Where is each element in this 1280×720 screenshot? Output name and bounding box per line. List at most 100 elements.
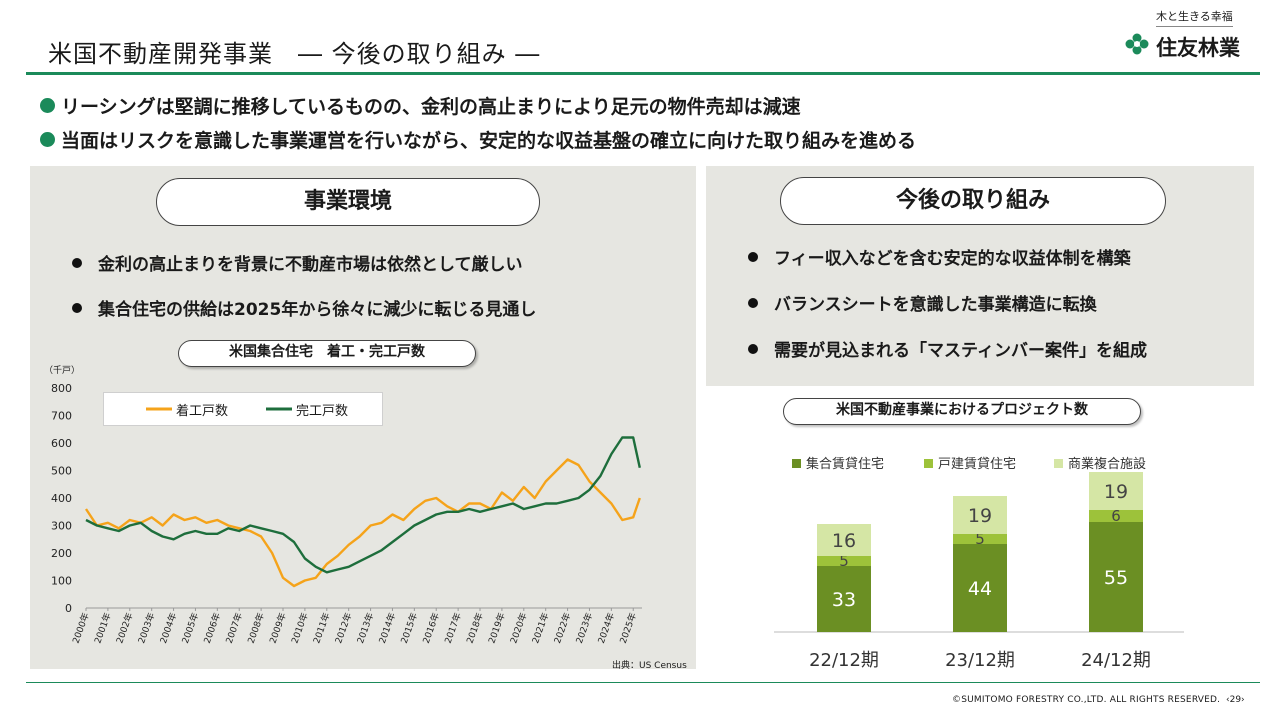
x-tick-label: 2014年 xyxy=(376,611,398,645)
page-number: ‹29› xyxy=(1226,695,1245,705)
initiative-point: フィー収入などを含む安定的な収益体制を構築 xyxy=(748,244,1131,269)
environment-point: 集合住宅の供給は2025年から徐々に減少に転じる見通し xyxy=(72,295,536,320)
x-tick-label: 2023年 xyxy=(573,611,595,645)
x-tick-label: 2002年 xyxy=(113,611,135,645)
bar-value-label: 55 xyxy=(1104,567,1128,589)
starts-series-line xyxy=(84,458,641,588)
bar-segment xyxy=(1089,472,1143,510)
y-tick-label: 0 xyxy=(65,602,72,615)
x-tick-label: 2007年 xyxy=(223,611,245,645)
initiative-point-text: フィー収入などを含む安定的な収益体制を構築 xyxy=(774,249,1131,269)
legend-label: 戸建賃貸住宅 xyxy=(938,456,1016,472)
line-chart-title: 米国集合住宅 着工・完工戸数 xyxy=(178,340,476,367)
x-tick-label: 2018年 xyxy=(464,611,486,645)
x-tick-label: 2019年 xyxy=(486,611,508,645)
bar-value-label: 44 xyxy=(968,578,992,600)
line-chart-x-ticks: 2000年 2001年 2002年 2003年 2004年 2005年 2006年 2007年… xyxy=(70,608,639,645)
x-tick-label: 2016年 xyxy=(420,611,442,645)
category-label: 22/12期 xyxy=(809,650,879,671)
bar-segment xyxy=(953,496,1007,534)
logo-leaf-icon xyxy=(1125,33,1149,55)
y-tick-label: 100 xyxy=(51,575,72,588)
environment-point: 金利の高止まりを背景に不動産市場は依然として厳しい xyxy=(72,250,523,275)
x-tick-label: 2011年 xyxy=(310,611,332,645)
x-tick-label: 2003年 xyxy=(135,611,157,645)
logo-tagline: 木と生きる幸福 xyxy=(1156,8,1233,27)
bar-value-label: 6 xyxy=(1111,507,1121,525)
logo-name: 住友林業 xyxy=(1156,36,1240,60)
bar-value-label: 19 xyxy=(968,505,992,527)
x-tick-label: 2022年 xyxy=(551,611,573,645)
y-tick-label: 300 xyxy=(51,520,72,533)
bullet-dot-icon xyxy=(748,297,758,308)
x-tick-label: 2009年 xyxy=(267,611,289,645)
bar-segment xyxy=(817,556,871,566)
environment-point-text: 金利の高止まりを背景に不動産市場は依然として厳しい xyxy=(98,255,523,275)
summary-bullet: リーシングは堅調に推移しているものの、金利の高止まりにより足元の物件売却は減速 xyxy=(40,92,801,119)
page-title: 米国不動産開発事業 ― 今後の取り組み ― xyxy=(48,40,541,68)
y-tick-label: 700 xyxy=(51,410,72,423)
line-chart-legend: 着工戸数 完工戸数 xyxy=(103,392,383,426)
bar-segment xyxy=(1089,510,1143,522)
y-tick-label: 800 xyxy=(51,382,72,395)
environment-point-text: 集合住宅の供給は2025年から徐々に減少に転じる見通し xyxy=(98,300,537,320)
summary-bullet-text: 当面はリスクを意識した事業運営を行いながら、安定的な収益基盤の確立に向けた取り組… xyxy=(61,130,917,152)
y-tick-label: 400 xyxy=(51,492,72,505)
summary-bullet: 当面はリスクを意識した事業運営を行いながら、安定的な収益基盤の確立に向けた取り組… xyxy=(40,126,916,153)
bar-segment xyxy=(817,566,871,632)
y-tick-label: 600 xyxy=(51,437,72,450)
future-initiatives-heading: 今後の取り組み xyxy=(780,177,1166,225)
x-tick-label: 2015年 xyxy=(398,611,420,645)
bar-chart-title: 米国不動産事業におけるプロジェクト数 xyxy=(783,398,1141,425)
y-tick-label: 200 xyxy=(51,547,72,560)
chart-source: 出典：US Census xyxy=(612,661,687,671)
title-divider xyxy=(26,72,1260,75)
x-tick-label: 2005年 xyxy=(179,611,201,645)
category-label: 23/12期 xyxy=(945,650,1015,671)
category-label: 24/12期 xyxy=(1081,650,1151,671)
x-tick-label: 2024年 xyxy=(595,611,617,645)
legend-starts-label: 着工戸数 xyxy=(176,403,229,419)
bullet-dot-icon xyxy=(40,98,55,113)
bar-chart-categories: 22/12期 23/12期 24/12期 xyxy=(809,650,1151,671)
line-chart-series xyxy=(84,436,641,588)
bar-value-label: 19 xyxy=(1104,481,1128,503)
bullet-dot-icon xyxy=(72,302,82,313)
x-tick-label: 2008年 xyxy=(245,611,267,645)
legend-completions-label: 完工戸数 xyxy=(296,403,349,419)
legend-swatch xyxy=(792,459,801,468)
initiative-point: バランスシートを意識した事業構造に転換 xyxy=(748,290,1097,315)
bar-value-label: 16 xyxy=(832,530,856,552)
bar-segment xyxy=(1089,522,1143,632)
business-environment-heading: 事業環境 xyxy=(156,178,540,226)
legend-starts-swatch xyxy=(146,407,172,411)
footer-divider xyxy=(26,682,1260,683)
initiative-point-text: バランスシートを意識した事業構造に転換 xyxy=(774,295,1097,315)
x-tick-label: 2025年 xyxy=(617,611,639,645)
bar-segment xyxy=(953,544,1007,632)
bullet-dot-icon xyxy=(748,251,758,262)
y-tick-label: 500 xyxy=(51,465,72,478)
bar-segment xyxy=(817,524,871,556)
x-tick-label: 2001年 xyxy=(92,611,114,645)
bullet-dot-icon xyxy=(40,132,55,147)
legend-completions-swatch xyxy=(266,407,293,411)
bar-segment xyxy=(953,534,1007,544)
initiative-point-text: 需要が見込まれる「マスティンバー案件」を組成 xyxy=(774,341,1147,361)
initiative-point: 需要が見込まれる「マスティンバー案件」を組成 xyxy=(748,336,1147,361)
x-tick-label: 2020年 xyxy=(507,611,529,645)
summary-bullet-text: リーシングは堅調に推移しているものの、金利の高止まりにより足元の物件売却は減速 xyxy=(61,96,801,118)
y-unit-label: （千戸） xyxy=(44,365,80,376)
x-tick-label: 2017年 xyxy=(442,611,464,645)
bar-value-label: 5 xyxy=(975,530,985,548)
bar-value-label: 5 xyxy=(839,552,849,570)
legend-label: 集合賃貸住宅 xyxy=(806,456,884,472)
copyright-text: ©SUMITOMO FORESTRY CO.,LTD. ALL RIGHTS R… xyxy=(952,695,1221,705)
bullet-dot-icon xyxy=(748,343,758,354)
x-tick-label: 2000年 xyxy=(70,611,92,645)
bar-value-label: 33 xyxy=(832,589,856,611)
x-tick-label: 2021年 xyxy=(529,611,551,645)
bullet-dot-icon xyxy=(72,257,82,268)
x-tick-label: 2004年 xyxy=(157,611,179,645)
